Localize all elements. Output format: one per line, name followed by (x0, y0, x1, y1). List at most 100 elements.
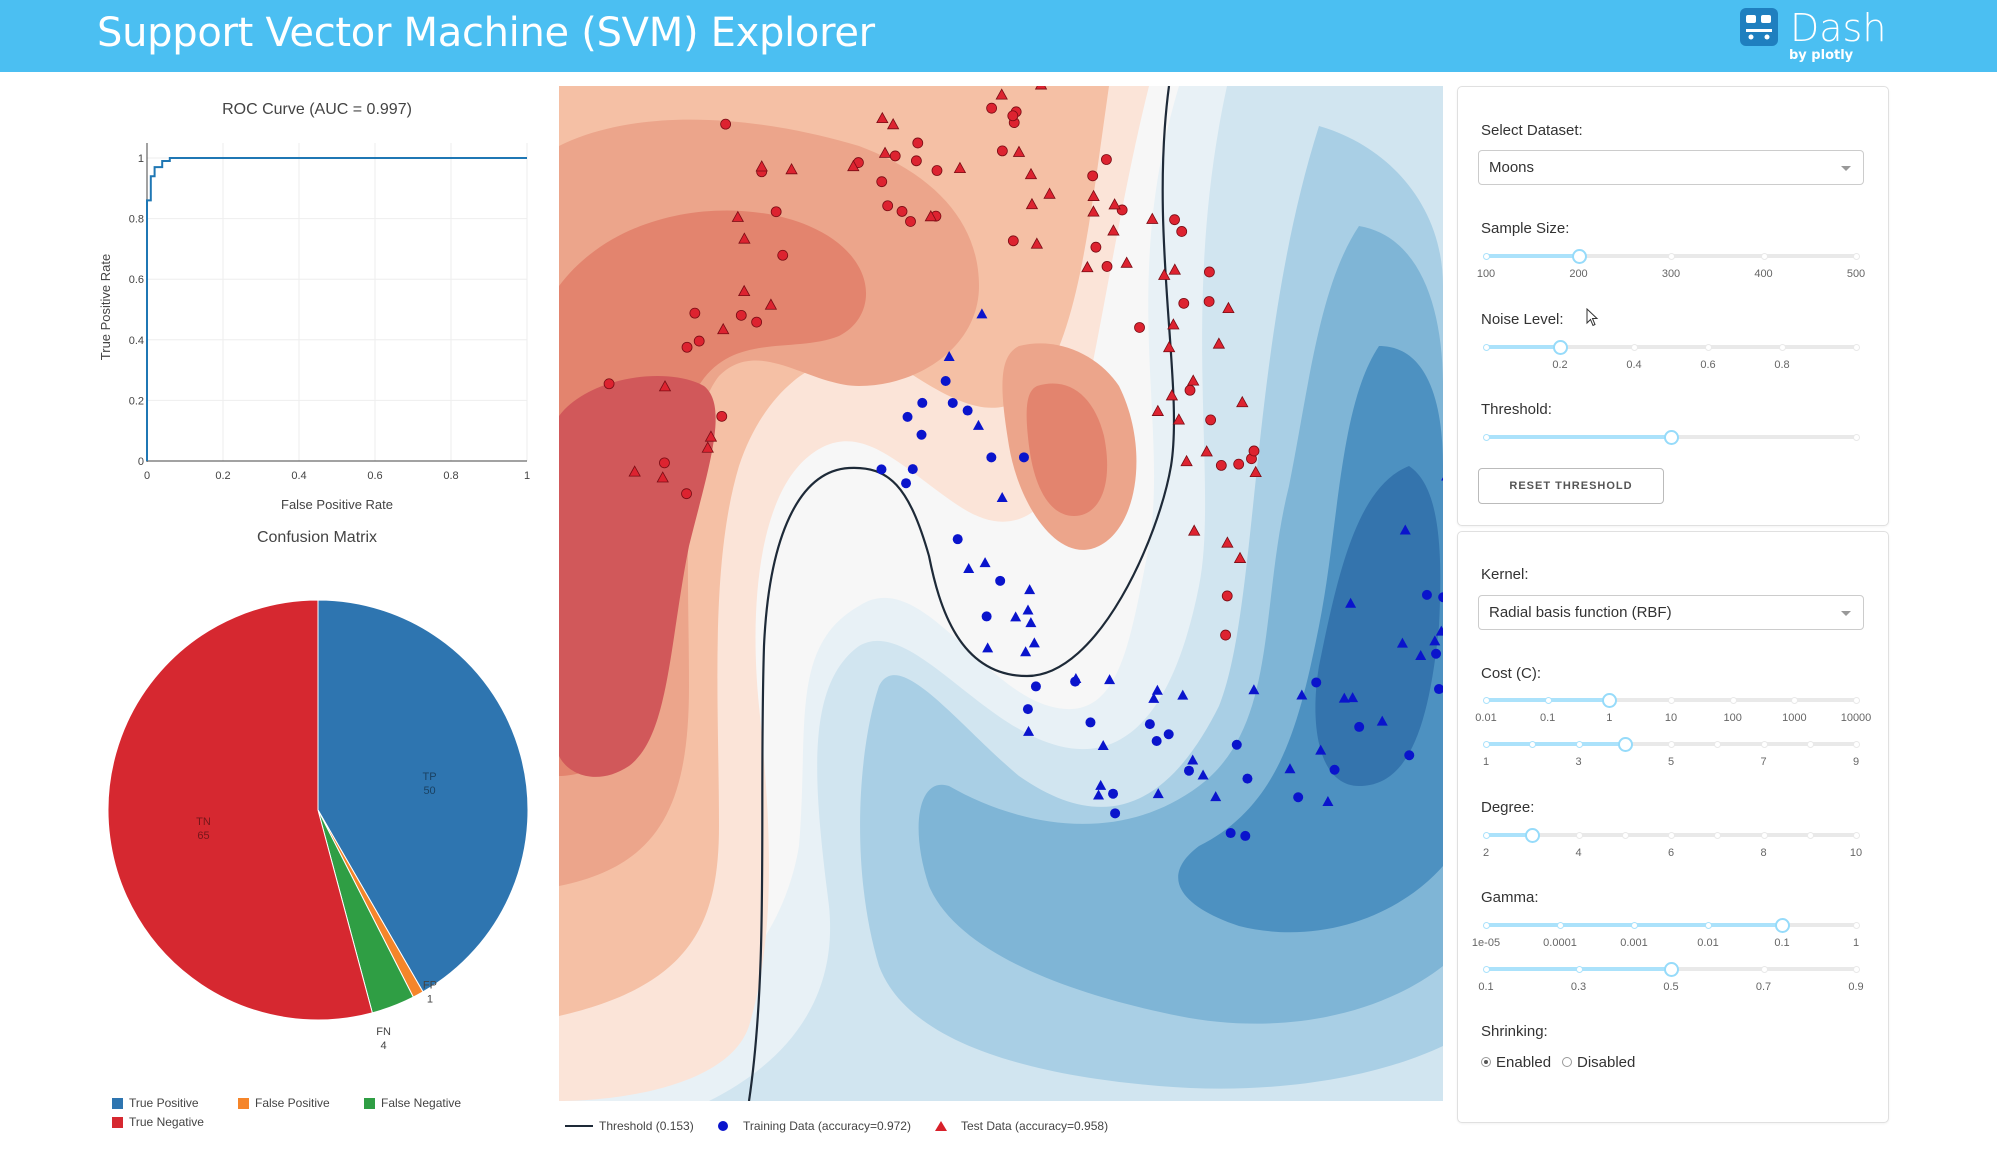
training-point-blue (1311, 677, 1322, 688)
slider-mark-label: 0.1 (1774, 937, 1790, 949)
gamma-coefficient-slider[interactable]: 0.1 0.3 0.5 0.7 0.9 (1478, 958, 1864, 998)
cost-coefficient-slider[interactable]: 1 3 5 7 9 (1483, 733, 1860, 773)
training-point-blue (1151, 736, 1162, 747)
roc-plot-area: 0 0.2 0.4 0.6 0.8 1 0 0.2 0.4 0.6 0.8 1 (129, 143, 530, 482)
test-point-blue (1347, 692, 1359, 703)
slider-handle[interactable] (1775, 918, 1790, 933)
dataset-value: Moons (1489, 159, 1535, 176)
logo-subtext: by plotly (1789, 48, 1854, 63)
slider-handle[interactable] (1571, 249, 1587, 264)
training-point-red (889, 150, 901, 162)
test-point-red (1168, 263, 1181, 275)
training-point-red (1176, 226, 1188, 237)
noise-slider[interactable]: 0.2 0.4 0.6 0.8 (1483, 336, 1860, 376)
slider-mark-label: 400 (1754, 268, 1773, 280)
slider-step-dot (1760, 253, 1768, 260)
slider-step-dot (1853, 344, 1860, 351)
training-points (603, 102, 1443, 841)
test-point-blue (943, 350, 955, 361)
slider-mark-label: 1 (1606, 712, 1613, 724)
training-point-red (1169, 214, 1180, 226)
slider-step-dot (1853, 966, 1860, 973)
test-point-red (1087, 205, 1100, 217)
training-point-red (931, 165, 943, 176)
gamma-slider[interactable]: 1e-05 0.0001 0.001 0.01 0.1 1 (1472, 914, 1860, 954)
roc-y-tick-label: 1 (138, 153, 144, 165)
threshold-slider[interactable] (1483, 426, 1860, 466)
training-point-red (689, 307, 701, 319)
confusion-matrix-chart[interactable]: Confusion Matrix TP 50 FP 1 FN 4 TN 65 True Pos… (90, 520, 550, 1140)
mouse-cursor-icon (1586, 308, 1599, 327)
dataset-label: Select Dataset: (1481, 122, 1583, 139)
slider-step-dot (1853, 253, 1860, 260)
slider-handle[interactable] (1553, 340, 1568, 355)
test-point-red (1222, 301, 1235, 314)
training-point-blue (916, 429, 927, 440)
slider-mark-label: 2 (1482, 847, 1490, 859)
pie-slice-tn[interactable] (107, 599, 373, 1021)
cost-slider[interactable]: 0.01 0.1 1 10 100 1000 10000 (1475, 689, 1871, 729)
test-point-blue (972, 419, 984, 430)
test-point-red (1165, 389, 1179, 401)
svm-decision-plot[interactable]: Threshold (0.153) Training Data (accurac… (559, 86, 1445, 1136)
legend-test: Test Data (accuracy=0.958) (961, 1119, 1108, 1133)
training-point-red (1134, 322, 1145, 333)
slider-mark-label: 0.1 (1478, 981, 1494, 993)
shrinking-enabled-radio[interactable]: Enabled (1481, 1054, 1551, 1071)
test-point-red (658, 380, 672, 392)
pie-value-fp: 1 (427, 994, 433, 1006)
slider-step-dot (1575, 741, 1583, 748)
training-point-blue (1110, 808, 1121, 819)
training-point-blue (962, 405, 973, 416)
pie-label-fn: FN (376, 1026, 391, 1038)
slider-step-dot (1714, 832, 1722, 839)
slider-mark-label: 3 (1575, 756, 1582, 768)
slider-handle[interactable] (1617, 737, 1633, 752)
training-point-red (659, 457, 670, 469)
dash-logo[interactable]: Dash by plotly (1740, 6, 1890, 64)
roc-x-tick-label: 0.6 (367, 470, 382, 482)
radio-unselected-icon (1562, 1057, 1572, 1067)
slider-step-dot (1853, 741, 1860, 748)
reset-threshold-button[interactable]: RESET THRESHOLD (1478, 468, 1664, 504)
slider-track[interactable] (1486, 345, 1856, 349)
degree-slider[interactable]: 2 4 6 8 10 (1482, 824, 1862, 864)
training-point-red (910, 155, 922, 167)
training-point-blue (1144, 719, 1155, 730)
test-point-blue (1104, 674, 1116, 685)
training-point-red (751, 316, 763, 328)
slider-handle[interactable] (1602, 693, 1618, 708)
contour-red-5 (559, 376, 716, 777)
shrinking-disabled-radio[interactable]: Disabled (1562, 1054, 1635, 1071)
sample-size-slider[interactable]: 100 200 300 400 500 (1477, 245, 1865, 285)
pie-slice-tp[interactable] (317, 599, 529, 993)
slider-handle[interactable] (1664, 962, 1679, 977)
slider-step-dot (1714, 741, 1722, 748)
pie-legend: True Positive False Positive False Negativ… (112, 1096, 461, 1129)
kernel-dropdown[interactable]: Radial basis function (RBF) (1478, 595, 1864, 630)
roc-chart[interactable]: ROC Curve (AUC = 0.997) 0 0.2 0.4 0.6 0.8 1 0… (90, 90, 550, 520)
training-point-blue (1163, 729, 1174, 740)
slider-step-dot (1668, 741, 1675, 748)
training-point-blue (1354, 721, 1365, 732)
main-legend: Threshold (0.153) Training Data (accurac… (565, 1119, 1108, 1133)
slider-mark-label: 4 (1575, 847, 1582, 859)
legend-swatch-tn (112, 1117, 123, 1128)
confusion-title: Confusion Matrix (257, 529, 377, 546)
dataset-dropdown[interactable]: Moons (1478, 150, 1864, 185)
test-point-red (1158, 268, 1171, 280)
threshold-line-right (747, 86, 1176, 1101)
test-point-blue (1248, 684, 1260, 695)
slider-mark-label: 0.1 (1540, 712, 1556, 724)
slider-step-dot (1483, 697, 1490, 704)
training-point-blue (1018, 452, 1029, 463)
training-point-red (882, 200, 894, 212)
test-point-red (704, 430, 718, 442)
slider-handle[interactable] (1525, 828, 1541, 843)
slider-mark-label: 0.6 (1700, 359, 1716, 371)
legend-training: Training Data (accuracy=0.972) (743, 1119, 911, 1133)
pie-label-fp: FP (423, 980, 437, 992)
logo-text: Dash (1790, 6, 1887, 50)
test-point-red (656, 471, 669, 483)
slider-handle[interactable] (1664, 430, 1679, 445)
